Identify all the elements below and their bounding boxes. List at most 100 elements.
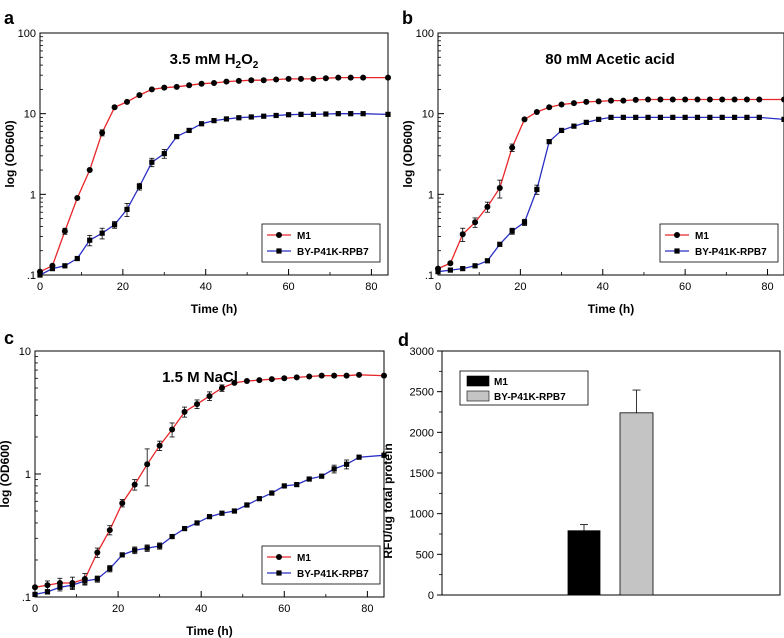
panel-a-series-by-p41k-rpb7-point	[174, 133, 180, 140]
panel-a-series-m1-point	[322, 75, 329, 82]
panel-b-x-tick-label: 60	[679, 281, 691, 293]
panel-b-y-tick-label: 10	[422, 109, 434, 121]
panel-c-series-by-p41k-rpb7-point	[194, 520, 200, 526]
panel-c-series-by-p41k-rpb7-point	[107, 566, 113, 572]
panel-b-series-m1-point	[459, 231, 466, 238]
panel-a-series-by-p41k-rpb7-point	[99, 230, 105, 236]
panel-a-series-by-p41k-rpb7-point	[74, 255, 80, 262]
panel-c-series-by-p41k-rpb7-line	[34, 454, 385, 596]
panel-c-series-m1-point	[119, 500, 126, 507]
panel-a-series-by-p41k-rpb7-point	[87, 237, 93, 243]
panel-c-series-m1-point	[281, 375, 288, 382]
panel-b-series-m1-point	[472, 219, 479, 226]
panel-c-series-by-p41k-rpb7-point	[331, 466, 337, 472]
panel-c-series-by-p41k-rpb7-point	[256, 496, 262, 502]
panel-a-series-by-p41k-rpb7-point	[323, 111, 329, 117]
panel-d-y-tick-label: 1500	[410, 468, 434, 480]
panel-a-series-m1-point	[173, 83, 180, 90]
panel-b-series-by-p41k-rpb7-point	[620, 114, 626, 120]
panel-b-series-m1-point	[558, 101, 565, 108]
panel-c-series-m1-point	[293, 374, 300, 381]
panel-c-series-m1-point	[94, 549, 101, 556]
panel-c-series-m1-point	[181, 408, 188, 415]
panel-b-chart: .1 1 10 100 0 20 40 60 80 Time (h) log (OD600) 80 m…	[401, 28, 784, 316]
panel-c-series-by-p41k-rpb7-point	[319, 473, 325, 479]
panel-c-y-tick-label: 1	[25, 469, 31, 481]
panel-a-series-by-p41k-rpb7-point	[360, 111, 366, 117]
panel-a-series-by-p41k-rpb7-point	[198, 121, 205, 127]
panel-label-d: d	[398, 330, 409, 350]
panel-label-a: a	[4, 8, 15, 28]
panel-b-series-m1-point	[447, 260, 454, 267]
panel-d-y-tick-label: 2500	[410, 387, 434, 399]
panel-b-series-m1-point	[743, 96, 750, 103]
panel-a-x-tick-label: 0	[37, 281, 43, 293]
panel-a-series-m1-point	[198, 80, 205, 87]
panel-d-legend-swatch	[466, 375, 490, 387]
panel-a-series-m1-point	[360, 74, 367, 81]
panel-b-series-by-p41k-rpb7-point	[484, 258, 491, 264]
panel-a-series-m1-point	[136, 92, 143, 99]
panel-c-series-m1-point	[306, 373, 313, 380]
panel-c-series-by-p41k-rpb7-point	[281, 483, 287, 489]
panel-d-y-tick-label: 500	[416, 549, 434, 561]
panel-d-y-tick-label: 0	[428, 590, 434, 602]
panel-b-series-m1-point	[608, 97, 614, 104]
panel-c-y-axis-label: log (OD600)	[0, 440, 12, 507]
panel-a-series-by-p41k-rpb7-point	[273, 112, 279, 119]
panel-b-series-by-p41k-rpb7-point	[472, 263, 478, 269]
panel-b-series-m1-point	[509, 144, 516, 151]
panel-a-y-axis-label: log (OD600)	[3, 120, 17, 187]
panel-a-y-tick-label: 10	[24, 109, 36, 121]
panel-c-series-m1-point	[56, 579, 63, 586]
panel-a-series-by-p41k-rpb7-point	[310, 111, 317, 117]
panel-a-series-m1-point	[310, 75, 317, 82]
panel-a-series-m1-point	[86, 167, 93, 174]
panel-c-series-m1-point	[356, 371, 363, 378]
panel-c-series-m1-point	[331, 372, 338, 379]
panel-a-series-by-p41k-rpb7-point	[136, 183, 143, 190]
panel-a-series-by-p41k-rpb7-line	[39, 113, 389, 276]
panel-b-series-m1-line	[437, 98, 784, 270]
panel-b-series-m1-point	[595, 98, 602, 105]
panel-b-x-tick-label: 40	[597, 281, 609, 293]
panel-c-series-m1-point	[156, 442, 163, 449]
panel-a-chart: .1 1 10 100 0 20 40 60 80 Time (h) log (OD600) 3.5 …	[3, 28, 391, 316]
panel-a-series-by-p41k-rpb7-point	[62, 263, 68, 269]
panel-b-series-by-p41k-rpb7-point	[608, 114, 614, 120]
panel-b-series-m1-point	[781, 96, 784, 103]
panel-c-legend-label: BY-P41K-RPB7	[297, 569, 369, 580]
panel-b-series-m1-point	[669, 96, 676, 103]
panel-c-series-by-p41k-rpb7-point	[157, 543, 163, 549]
panel-a-x-tick-label: 40	[200, 281, 212, 293]
panel-b-legend-label: BY-P41K-RPB7	[695, 247, 767, 258]
panel-c-series-m1-point	[218, 385, 225, 392]
panel-a-legend-marker	[276, 248, 282, 254]
panel-a-series-m1-point	[235, 77, 242, 84]
panel-c-series-m1-point	[44, 582, 51, 589]
panel-b-series-by-p41k-rpb7-point	[682, 114, 688, 120]
panel-c-series-by-p41k-rpb7-point	[132, 547, 138, 553]
panel-b-series-m1-point	[496, 184, 503, 191]
panel-a-series-m1-point	[285, 75, 292, 82]
panel-a-legend-marker	[276, 232, 282, 238]
panel-a-series-by-p41k-rpb7-point	[261, 113, 267, 119]
panel-b-series-by-p41k-rpb7-point	[583, 119, 589, 125]
panel-b-series-by-p41k-rpb7-point	[509, 228, 515, 234]
panel-b-y-axis-label: log (OD600)	[401, 120, 415, 187]
panel-b-series-by-p41k-rpb7-point	[707, 114, 713, 120]
panel-b-series-by-p41k-rpb7-point	[657, 114, 664, 120]
panel-a-series-by-p41k-rpb7-point	[211, 118, 217, 124]
panel-b-x-axis-label: Time (h)	[588, 302, 634, 316]
panel-b-series-by-p41k-rpb7-point	[497, 241, 503, 247]
panel-b-plot-frame	[437, 32, 784, 276]
panel-c-series-by-p41k-rpb7-point	[306, 476, 312, 482]
panel-b-x-tick-label: 0	[435, 281, 441, 293]
panel-c-series-by-p41k-rpb7-point	[32, 591, 38, 597]
panel-b-series-m1-point	[694, 96, 701, 103]
panel-a-series-m1-point	[273, 76, 280, 83]
panel-a-series-by-p41k-rpb7-point	[111, 222, 118, 228]
panel-c-chart: .1 1 10 0 20 40 60 80 Time (h) log (OD600) 1.5 M N…	[0, 346, 387, 638]
panel-c-legend-marker	[276, 570, 282, 576]
